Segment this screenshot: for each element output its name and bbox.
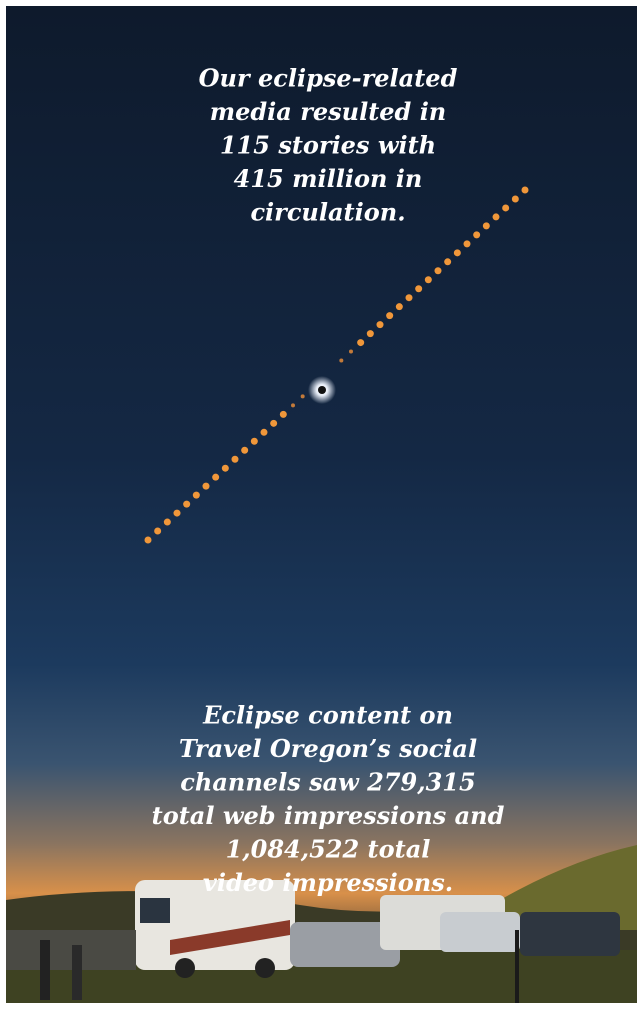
sun-phase	[386, 312, 394, 320]
top-text: Our eclipse-related media resulted in 115 …	[199, 64, 458, 227]
sun-phase	[260, 428, 268, 436]
sun-phase	[473, 231, 481, 239]
sun-phase	[250, 437, 258, 445]
sun-phase	[376, 321, 384, 329]
text-line: video impressions.	[203, 868, 453, 897]
sun-phase	[357, 339, 365, 347]
sun-phase	[291, 403, 295, 408]
sun-phase	[192, 491, 200, 499]
sun-phase	[279, 410, 287, 418]
sun-phase	[221, 464, 229, 472]
sun-phase	[395, 303, 403, 311]
sun-phase	[511, 195, 519, 203]
sun-phase	[212, 473, 220, 481]
sun-phase	[144, 536, 152, 544]
sun-phase	[241, 446, 249, 454]
sun-phase	[453, 249, 461, 257]
sun-phase	[300, 394, 305, 399]
hill	[480, 845, 637, 930]
sky	[6, 6, 637, 1003]
sun-phase	[339, 358, 344, 363]
sun-phase	[231, 455, 239, 463]
sun-phase	[463, 240, 471, 248]
sun-phase	[173, 509, 181, 517]
sun-phase	[502, 204, 510, 212]
text-line: 1,084,522 total	[226, 835, 431, 864]
sun-phase	[492, 213, 500, 221]
sun-phase	[405, 294, 413, 302]
sun-phase	[415, 285, 423, 293]
sun-phase	[163, 518, 171, 526]
sun-phase	[270, 419, 278, 427]
vehicles	[6, 880, 620, 1003]
moon	[318, 386, 326, 394]
text-line: Travel Oregon’s social	[179, 734, 477, 763]
sun-phase	[202, 482, 210, 490]
text-line: media resulted in	[210, 97, 447, 126]
text-line: circulation.	[250, 198, 405, 227]
sun-phase	[434, 267, 442, 275]
sun-phase	[154, 527, 162, 535]
text-line: Eclipse content on	[202, 701, 453, 730]
sun-phase	[366, 330, 374, 338]
sun-phase	[444, 258, 452, 266]
bottom-text: Eclipse content on Travel Oregon’s social…	[152, 701, 505, 898]
text-line: channels saw 279,315	[180, 768, 475, 797]
eclipse-sequence	[144, 186, 529, 544]
sun-phase	[349, 349, 353, 354]
sun-phase	[424, 276, 432, 284]
text-line: total web impressions and	[152, 801, 505, 830]
sun-phase	[521, 186, 529, 194]
text-line: 115 stories with	[220, 131, 436, 160]
text-line: 415 million in	[234, 164, 423, 193]
text-line: Our eclipse-related	[199, 64, 458, 93]
sun-phase	[183, 500, 191, 508]
sun-phase	[482, 222, 490, 230]
